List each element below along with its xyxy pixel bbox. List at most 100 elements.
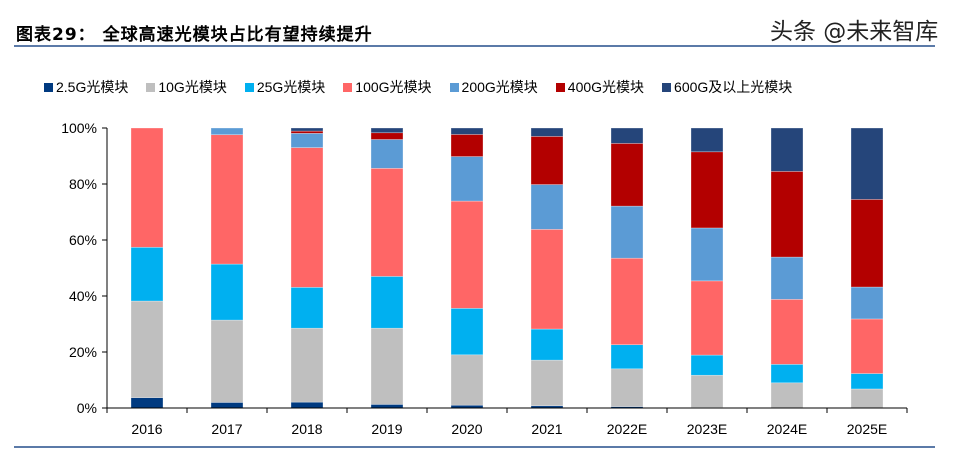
y-tick-label: 100% (61, 120, 97, 136)
legend-swatch (44, 82, 53, 92)
legend-item: 10G光模块 (146, 77, 227, 97)
x-tick-label: 2022E (607, 421, 647, 437)
bar-segment (130, 300, 164, 398)
bar-segment (450, 127, 484, 135)
y-tick-label: 60% (69, 232, 97, 248)
legend-swatch (449, 82, 459, 92)
bar-segment (450, 354, 484, 406)
chart-title: 图表29： 全球高速光模块占比有望持续提升 (16, 25, 373, 45)
legend-item: 100G光模块 (343, 77, 432, 97)
watermark: 头条 @未来智库 (770, 19, 939, 45)
bar-segment (290, 147, 324, 288)
bar-segment (850, 373, 884, 390)
x-tick-label: 2018 (291, 421, 322, 437)
bar-segment (690, 374, 724, 408)
x-tick-label: 2017 (211, 421, 242, 437)
bar-segment (530, 359, 564, 407)
legend-item: 600G及以上光模块 (662, 77, 792, 97)
legend-swatch (146, 82, 156, 92)
x-tick-label: 2024E (767, 421, 807, 437)
bar-segment (530, 229, 564, 330)
legend-swatch (662, 82, 672, 92)
bar-segment (850, 127, 884, 200)
bar-segment (290, 127, 324, 132)
legend-label: 100G光模块 (355, 79, 432, 95)
y-tick-label: 40% (69, 288, 97, 304)
x-tick-label: 2020 (451, 421, 482, 437)
bar-segment (370, 327, 404, 405)
x-tick-label: 2016 (131, 421, 162, 437)
bar-segment (850, 388, 884, 409)
x-tick-label: 2021 (531, 421, 562, 437)
bar-segment (530, 184, 564, 230)
bar-segment (770, 364, 804, 384)
bar-segment (530, 127, 564, 137)
bar-segment (370, 276, 404, 329)
bar-segment (690, 354, 724, 376)
bar-segment (130, 246, 164, 302)
legend-swatch (343, 82, 353, 92)
legend-label: 25G光模块 (256, 79, 326, 95)
bar-segment (370, 127, 404, 134)
x-tick-label: 2025E (847, 421, 887, 437)
bar-segment (690, 127, 724, 153)
bar-segment (770, 171, 804, 258)
bar-segment (130, 397, 164, 409)
bar-segment (850, 199, 884, 288)
bar-segment (370, 132, 404, 140)
bar-segment (770, 299, 804, 365)
legend-label: 600G及以上光模块 (674, 79, 793, 95)
bar-segment (610, 368, 644, 407)
legend-label: 2.5G光模块 (56, 79, 129, 95)
bar-segment (450, 134, 484, 157)
bar-segment (290, 327, 324, 403)
y-tick-label: 80% (69, 176, 97, 192)
legend-label: 10G光模块 (158, 79, 227, 95)
bar-segment (690, 280, 724, 356)
bar-segment (370, 404, 404, 409)
bar-segment (770, 382, 804, 409)
bar-segment (290, 133, 324, 148)
bar-segment (770, 127, 804, 172)
legend-label: 200G光模块 (461, 79, 538, 95)
legend-swatch (244, 82, 254, 92)
bar-segment (610, 143, 644, 207)
bar-segment (210, 263, 244, 321)
legend-item: 400G光模块 (555, 77, 645, 97)
legend-swatch (555, 82, 565, 92)
bar-segment (610, 257, 644, 346)
bar-segment (290, 401, 324, 409)
bar-segment (690, 227, 724, 282)
bar-segment (450, 200, 484, 309)
x-tick-label: 2019 (371, 421, 402, 437)
bar-segment (210, 127, 244, 136)
bar-segment (130, 127, 164, 248)
title-divider (14, 45, 935, 47)
bar-segment (450, 308, 484, 356)
bar-segment (690, 151, 724, 229)
bar-segment (610, 205, 644, 259)
bar-segment (530, 136, 564, 185)
bar-segment (210, 319, 244, 403)
y-tick-label: 0% (77, 400, 97, 416)
bar-segment (450, 156, 484, 202)
legend-item: 2.5G光模块 (44, 77, 128, 97)
x-tick-label: 2023E (687, 421, 727, 437)
legend: 2.5G光模块 10G光模块 25G光模块 100G光模块 200G光模块 400G光模块… (44, 77, 810, 97)
y-tick-label: 20% (69, 344, 97, 360)
bar-segment (210, 134, 244, 265)
bar-segment (370, 139, 404, 169)
bar-segment (370, 168, 404, 277)
bar-segment (610, 127, 644, 144)
legend-item: 25G光模块 (244, 77, 326, 97)
bar-segment (210, 402, 244, 409)
bar-segment (610, 344, 644, 370)
bar-segment (530, 328, 564, 361)
bar-segment (290, 130, 324, 134)
bottom-divider (14, 446, 935, 448)
bar-segment (770, 256, 804, 300)
bar-segment (850, 318, 884, 374)
bar-segment (290, 287, 324, 329)
legend-label: 400G光模块 (567, 79, 645, 95)
